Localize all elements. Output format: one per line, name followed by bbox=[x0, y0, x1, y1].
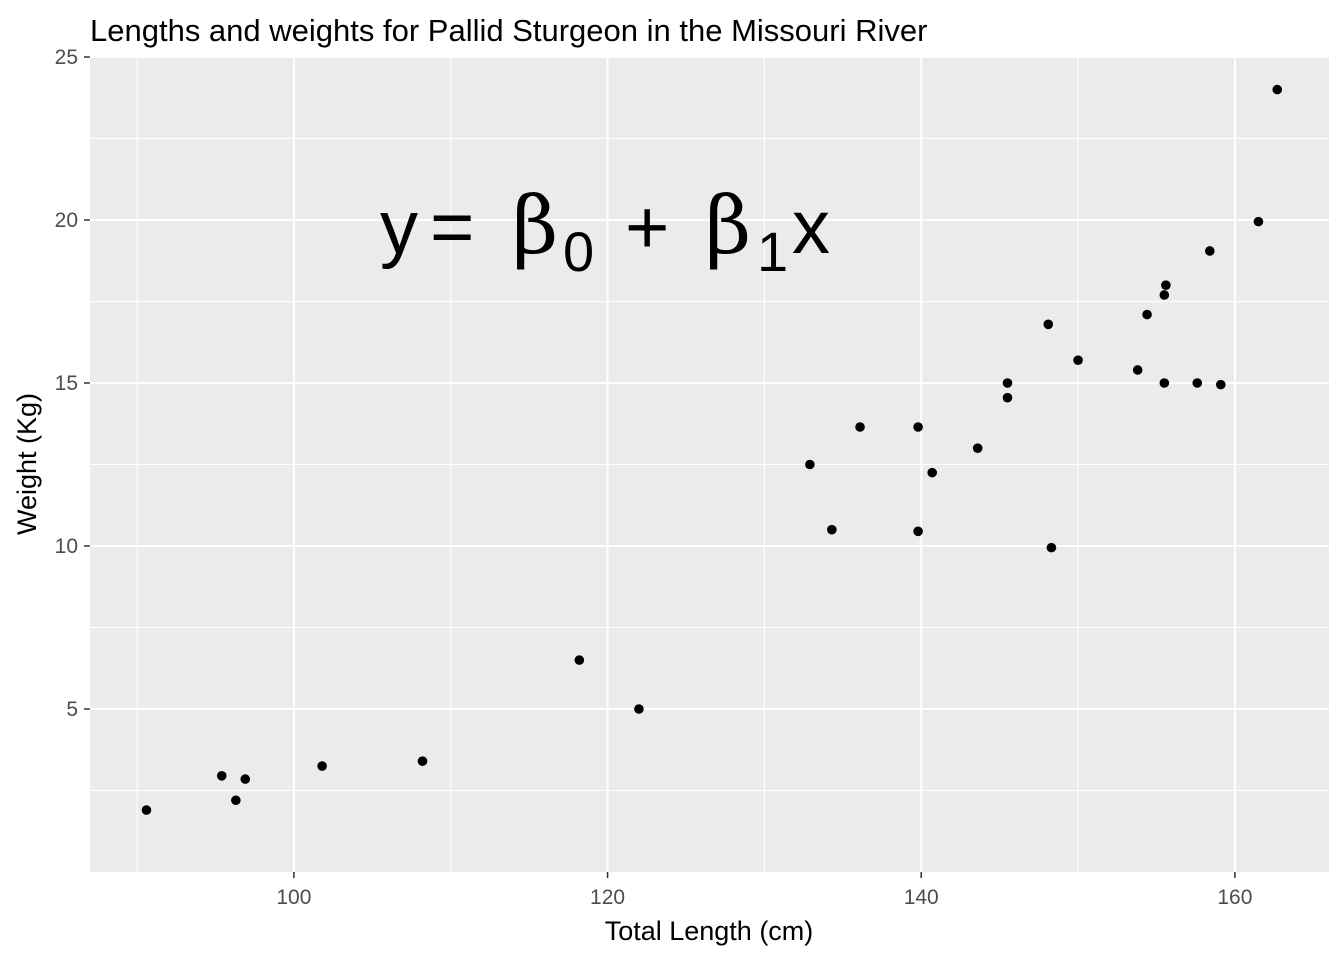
y-tick-label: 15 bbox=[55, 372, 78, 395]
data-point bbox=[231, 795, 241, 806]
data-point bbox=[1272, 84, 1283, 95]
chart-title: Lengths and weights for Pallid Sturgeon … bbox=[90, 13, 927, 48]
data-point bbox=[927, 467, 938, 478]
equation-y: y bbox=[380, 185, 418, 270]
data-point bbox=[913, 526, 923, 537]
grid-minor bbox=[90, 57, 1329, 872]
x-tick-label: 120 bbox=[590, 886, 625, 909]
data-point bbox=[805, 459, 815, 470]
y-axis-ticks: 5 10 15 20 25 bbox=[55, 46, 90, 721]
data-point bbox=[972, 443, 983, 454]
data-point bbox=[1073, 355, 1083, 365]
x-tick-label: 140 bbox=[904, 886, 939, 909]
data-point bbox=[417, 756, 428, 766]
equation-subscript-1: 1 bbox=[757, 220, 788, 283]
data-point bbox=[1002, 392, 1013, 403]
data-points bbox=[141, 84, 1283, 815]
equation-x: x bbox=[792, 185, 830, 270]
grid-major bbox=[90, 56, 1329, 872]
data-point bbox=[317, 761, 327, 771]
data-point bbox=[1142, 309, 1152, 320]
data-point bbox=[141, 805, 152, 815]
regression-equation: y = β 0 + β 1 x bbox=[380, 179, 830, 283]
data-point bbox=[1192, 378, 1203, 388]
y-tick-label: 10 bbox=[55, 535, 78, 558]
data-point bbox=[216, 771, 227, 781]
data-point bbox=[913, 422, 923, 432]
x-tick-label: 160 bbox=[1217, 886, 1252, 909]
equation-subscript-0: 0 bbox=[563, 220, 594, 283]
data-point bbox=[1253, 216, 1264, 227]
equation-equals: = bbox=[430, 185, 474, 270]
data-point bbox=[1046, 542, 1057, 553]
data-point bbox=[827, 524, 837, 535]
x-axis-title: Total Length (cm) bbox=[605, 916, 814, 946]
y-axis-title: Weight (Kg) bbox=[12, 393, 42, 535]
data-point bbox=[634, 704, 644, 714]
data-point bbox=[1205, 246, 1215, 256]
x-axis-ticks: 100 120 140 160 bbox=[276, 872, 1252, 909]
y-tick-label: 20 bbox=[55, 209, 78, 232]
data-point bbox=[855, 422, 865, 432]
data-point bbox=[574, 655, 585, 665]
data-point bbox=[1161, 280, 1171, 291]
y-tick-label: 25 bbox=[55, 46, 78, 69]
data-point bbox=[1159, 378, 1170, 388]
equation-beta-1: β bbox=[705, 179, 751, 272]
data-point bbox=[1215, 379, 1226, 390]
data-point bbox=[1159, 290, 1170, 300]
equation-plus: + bbox=[625, 185, 669, 270]
data-point bbox=[1002, 378, 1013, 388]
data-point bbox=[1043, 319, 1054, 330]
y-tick-label: 5 bbox=[66, 698, 78, 721]
equation-beta-0: β bbox=[512, 179, 558, 272]
data-point bbox=[1132, 365, 1143, 375]
data-point bbox=[240, 774, 251, 784]
x-tick-label: 100 bbox=[276, 886, 311, 909]
